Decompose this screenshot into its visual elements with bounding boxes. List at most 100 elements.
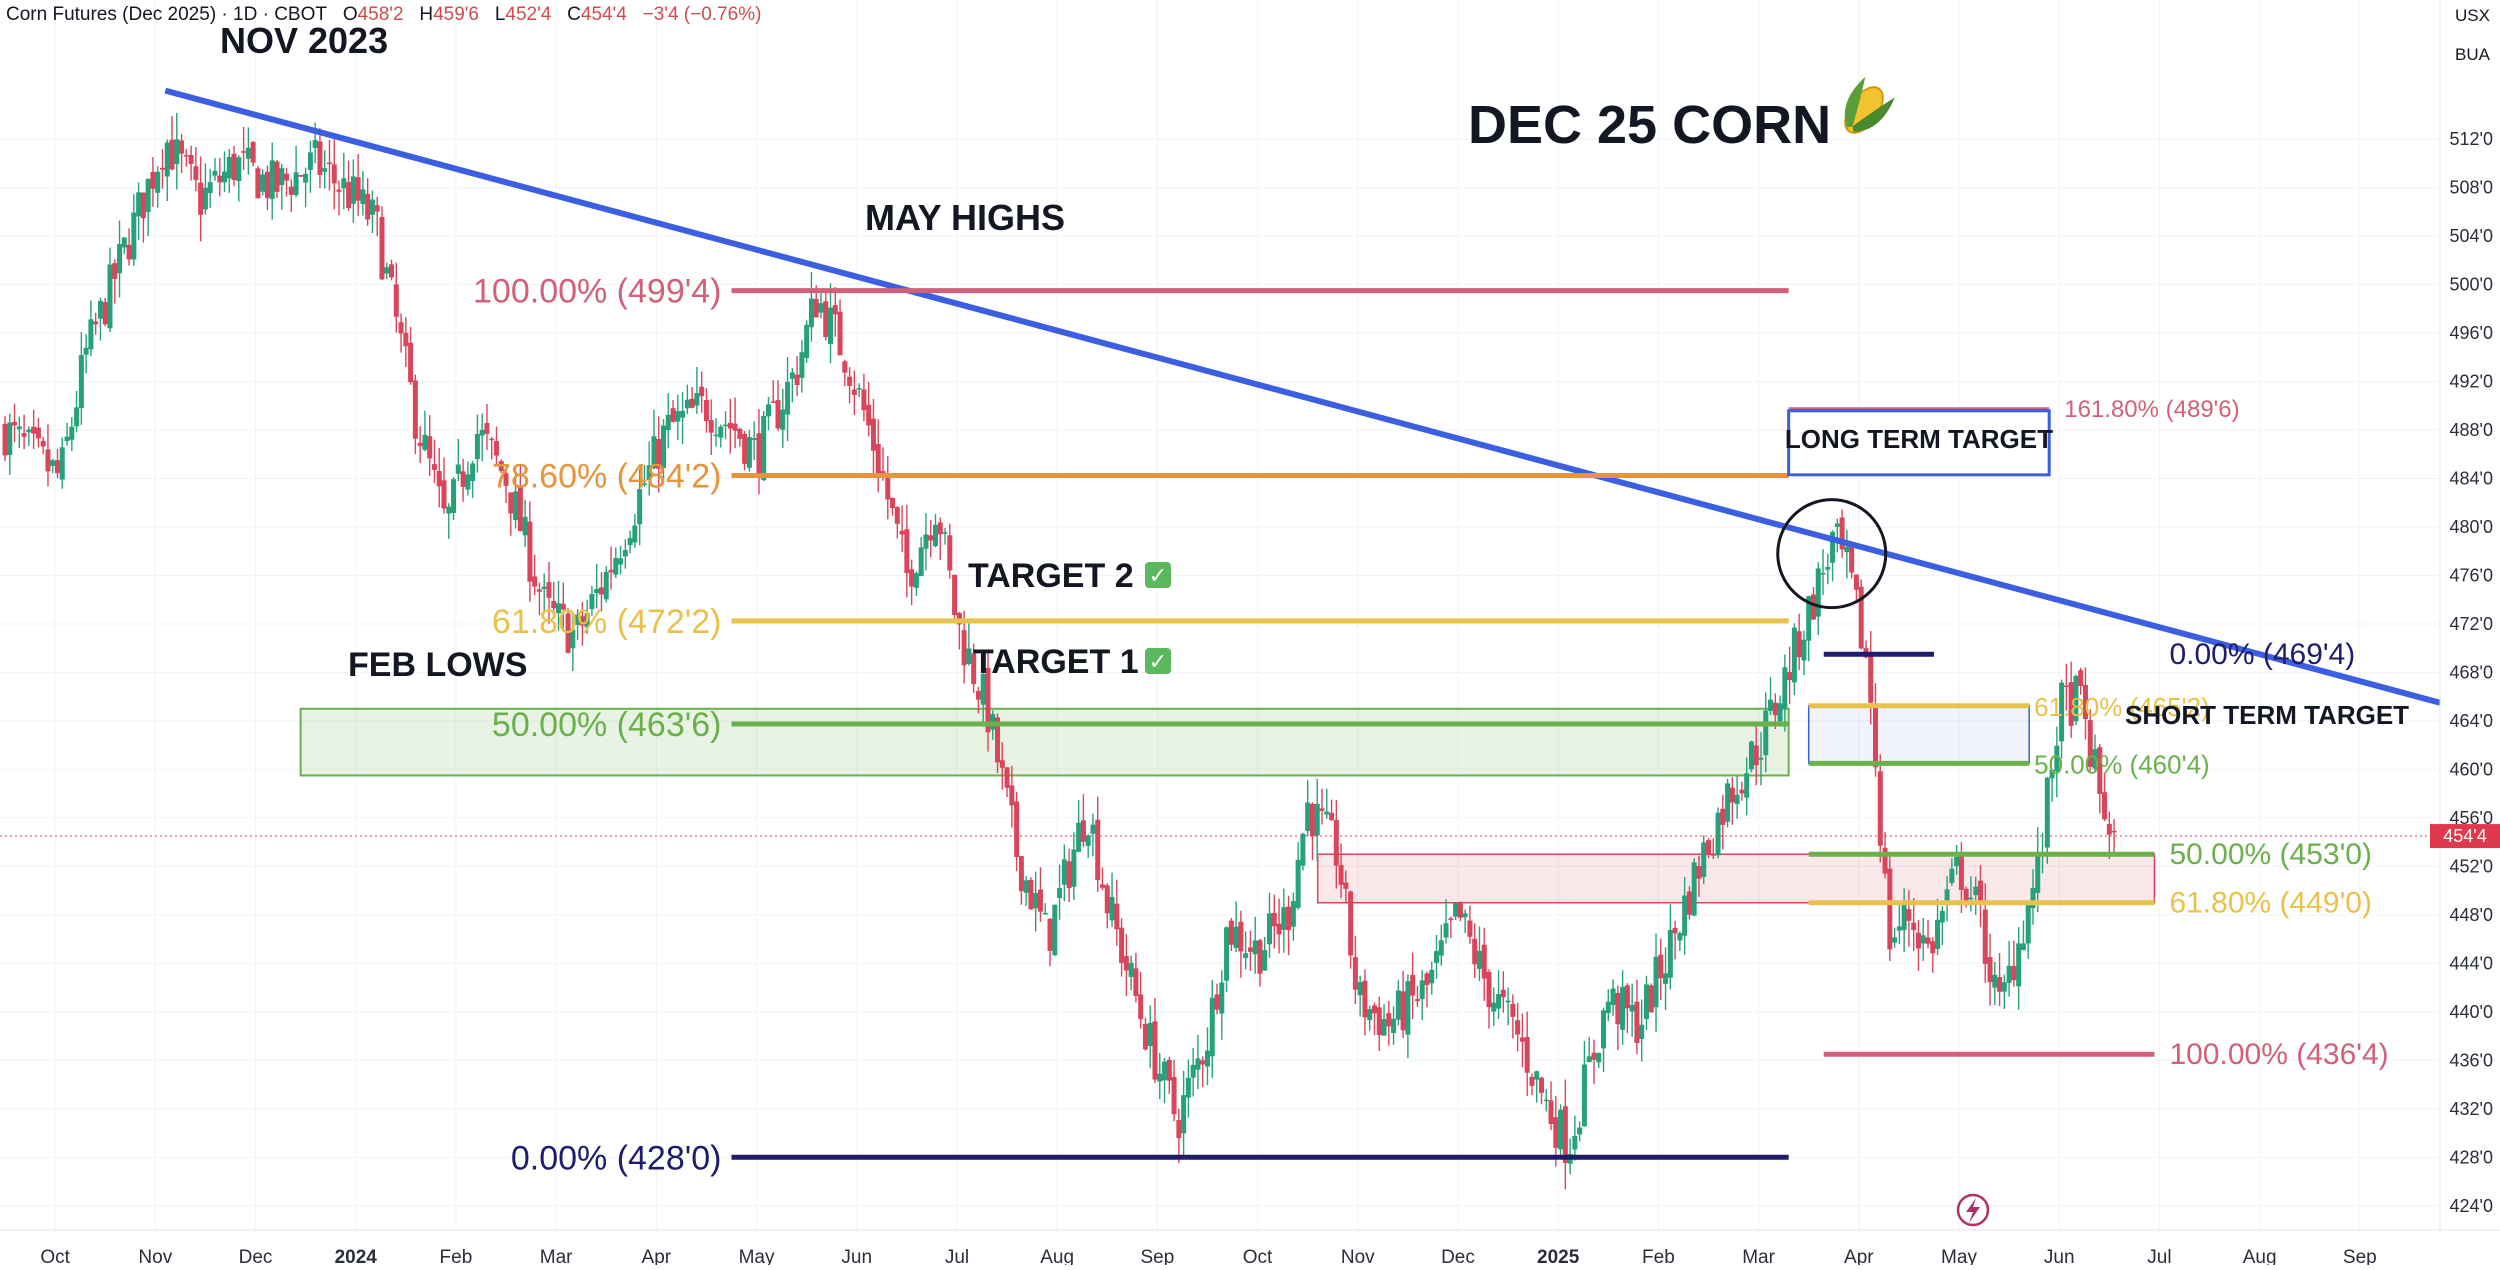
candle-body [2020, 943, 2026, 951]
candle-body [1295, 859, 1301, 908]
candle-body [1090, 824, 1096, 834]
candle-body [713, 434, 719, 437]
candle-body [1443, 923, 1449, 938]
candle-body [813, 298, 819, 318]
candle-body [737, 428, 743, 439]
candle-body [1386, 1013, 1392, 1027]
x-tick-label: Oct [40, 1247, 70, 1265]
candle-body [250, 141, 256, 163]
candle-body [393, 284, 399, 317]
candle-body [1868, 652, 1874, 703]
candle-body [1014, 801, 1020, 857]
candle-body [1071, 849, 1077, 887]
fib-level-label: 50.00% (463'6) [492, 706, 722, 744]
candle-body [770, 401, 776, 403]
corn-icon [1844, 76, 1895, 134]
candle-body [1262, 950, 1268, 971]
candle-body [389, 264, 395, 278]
candle-body [2035, 853, 2041, 893]
y-tick-label: 504'0 [2450, 226, 2493, 246]
y-tick-label: 496'0 [2450, 323, 2493, 343]
candle-body [1324, 811, 1330, 815]
candle-body [1204, 1050, 1210, 1067]
candle-body [579, 616, 585, 626]
candle-body [1667, 930, 1673, 978]
candle-body [517, 485, 523, 532]
candle-body [918, 547, 924, 576]
candle-body [50, 460, 56, 466]
candle-body [1748, 741, 1754, 770]
candle-body [40, 440, 46, 447]
candle-body [117, 244, 123, 274]
candle-body [1844, 546, 1850, 553]
candle-body [88, 319, 94, 350]
candle-body [1147, 1022, 1153, 1046]
candle-body [1219, 982, 1225, 1014]
candle-body [1476, 950, 1482, 969]
candle-body [64, 436, 70, 442]
candle-body [1834, 523, 1840, 527]
legend-header: Corn Futures (Dec 2025) · 1D · CBOT O458… [6, 4, 761, 26]
candle-body [1954, 856, 1960, 867]
candle-body [1725, 783, 1731, 822]
x-tick-label: Nov [1341, 1247, 1375, 1265]
candle-body [140, 192, 146, 219]
change-value: −3'4 (−0.76%) [642, 4, 762, 25]
candle-body [2082, 684, 2088, 719]
candle-body [1935, 919, 1941, 950]
candle-body [1104, 885, 1110, 914]
candle-body [1362, 980, 1368, 1018]
close-value: 454'4 [580, 4, 627, 25]
y-tick-label: 468'0 [2450, 662, 2493, 682]
lightning-ring [1956, 1193, 1990, 1227]
candle-body [756, 433, 762, 474]
candle-body [1376, 1007, 1382, 1036]
candle-body [1682, 895, 1688, 936]
candle-body [222, 171, 228, 183]
candle-body [1648, 985, 1654, 1013]
candle-body [1744, 773, 1750, 798]
candle-body [2087, 720, 2093, 767]
candle-body [1424, 973, 1430, 985]
candle-body [689, 398, 695, 408]
candle-body [1166, 1059, 1172, 1081]
candle-body [971, 653, 977, 685]
candle-body [474, 433, 480, 459]
fib-level-label: 78.60% (484'2) [492, 457, 722, 495]
candle-body [193, 166, 199, 180]
candle-body [231, 153, 237, 180]
short-term-target-zone [1807, 705, 2030, 765]
candle-body [1138, 994, 1144, 1020]
candle-body [107, 264, 113, 329]
x-tick-label: Aug [1040, 1247, 1074, 1265]
candle-body [1457, 901, 1463, 918]
candle-body [684, 399, 690, 409]
candle-body [341, 178, 347, 189]
candle-body [307, 152, 313, 170]
candle-body [1338, 864, 1344, 885]
candle-body [346, 182, 352, 209]
candle-body [823, 301, 829, 337]
candle-body [1009, 785, 1015, 806]
candle-body [1276, 923, 1282, 935]
candle-body [384, 267, 390, 274]
candle-body [1085, 835, 1091, 846]
candle-body [1290, 901, 1296, 927]
candle-body [1920, 935, 1926, 944]
candle-body [522, 516, 528, 536]
candle-body [947, 535, 953, 571]
candle-body [727, 422, 733, 429]
candle-body [1839, 517, 1845, 550]
candle-body [651, 436, 657, 469]
feb-lows-label: FEB LOWS [348, 646, 527, 684]
candle-body [1911, 922, 1917, 930]
x-tick-label: Jul [2147, 1247, 2171, 1265]
candle-body [570, 629, 576, 649]
candle-body [1534, 1071, 1540, 1080]
nov-2023-label: NOV 2023 [220, 20, 388, 61]
candle-body [1109, 896, 1115, 921]
candle-body [1371, 1005, 1377, 1014]
candle-body [536, 589, 542, 592]
candle-body [870, 418, 876, 451]
x-tick-label: Sep [1140, 1247, 1174, 1265]
